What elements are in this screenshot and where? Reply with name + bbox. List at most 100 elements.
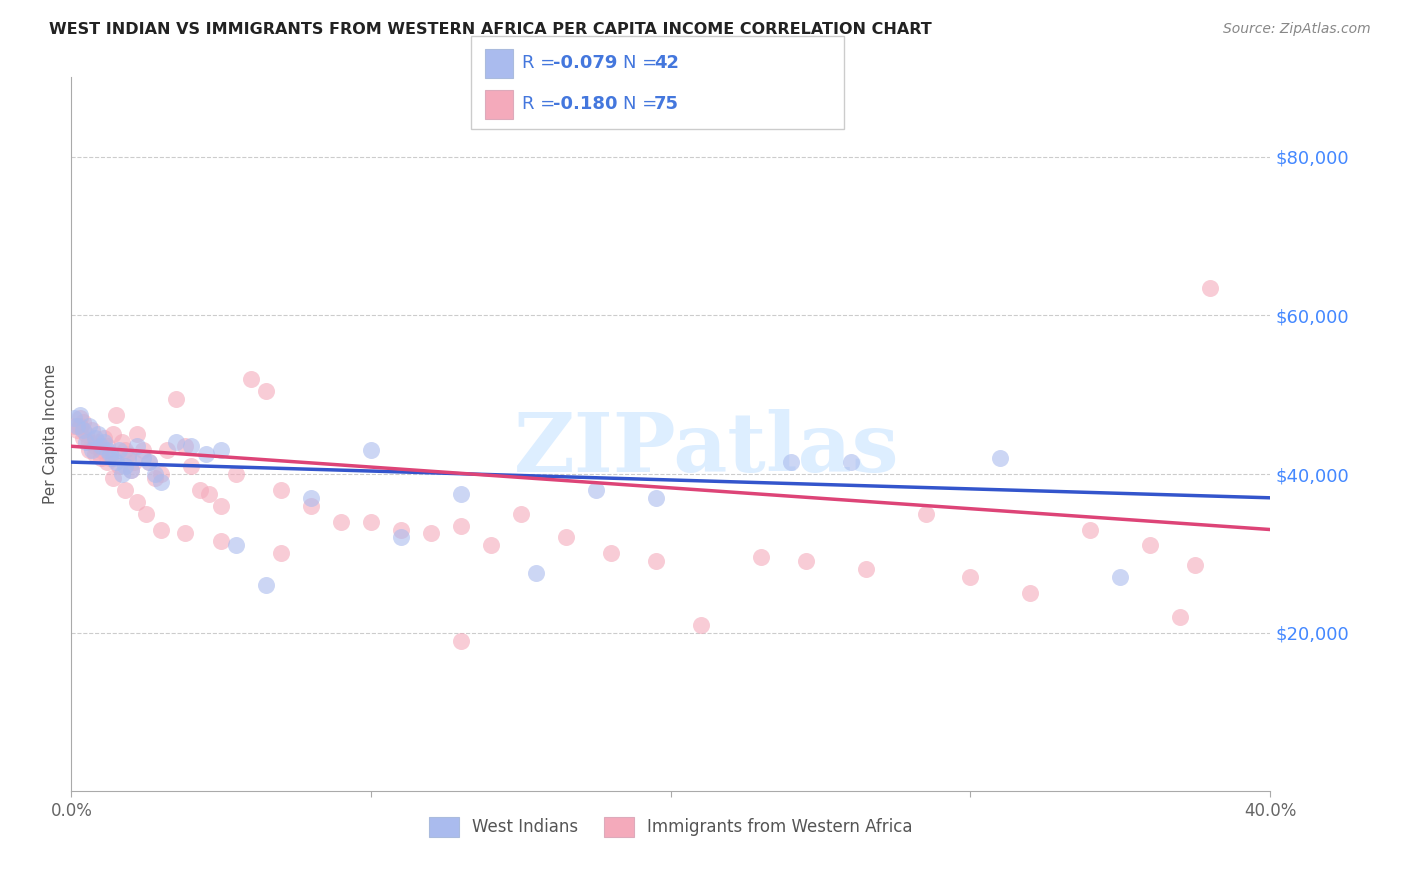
Point: [79, 435, 101, 450]
Point: [103, 471, 125, 485]
Point: [174, 439, 197, 453]
Point: [82, 424, 104, 438]
Point: [330, 515, 353, 529]
Point: [111, 467, 134, 481]
Text: R =: R =: [522, 95, 561, 113]
Point: [63, 411, 86, 425]
Text: WEST INDIAN VS IMMIGRANTS FROM WESTERN AFRICA PER CAPITA INCOME CORRELATION CHAR: WEST INDIAN VS IMMIGRANTS FROM WESTERN A…: [49, 22, 932, 37]
Point: [1139, 538, 1161, 552]
Point: [165, 392, 187, 406]
Point: [794, 554, 817, 568]
Point: [69, 408, 91, 422]
Point: [270, 546, 292, 560]
Point: [360, 515, 382, 529]
Point: [1184, 558, 1206, 573]
Point: [72, 424, 94, 438]
Text: 75: 75: [654, 95, 679, 113]
Point: [96, 443, 118, 458]
Point: [90, 439, 112, 453]
Point: [93, 435, 115, 450]
Point: [779, 455, 801, 469]
Point: [127, 495, 149, 509]
Point: [114, 459, 136, 474]
Y-axis label: Per Capita Income: Per Capita Income: [44, 364, 58, 504]
Point: [165, 435, 187, 450]
Point: [132, 451, 155, 466]
Point: [195, 447, 218, 461]
Point: [103, 451, 125, 466]
Point: [105, 408, 128, 422]
Point: [644, 554, 666, 568]
Point: [749, 550, 772, 565]
Point: [127, 439, 149, 453]
Point: [1109, 570, 1132, 584]
Point: [1199, 280, 1222, 294]
Text: N =: N =: [623, 95, 662, 113]
Point: [150, 475, 173, 489]
Point: [120, 463, 142, 477]
Point: [198, 487, 221, 501]
Point: [84, 439, 107, 453]
Point: [135, 507, 157, 521]
Text: N =: N =: [623, 54, 662, 72]
Point: [143, 467, 166, 481]
Point: [180, 439, 202, 453]
Point: [689, 617, 711, 632]
Text: 42: 42: [654, 54, 679, 72]
Point: [420, 526, 443, 541]
Point: [79, 419, 101, 434]
Text: -0.079: -0.079: [553, 54, 617, 72]
Point: [299, 499, 322, 513]
Point: [450, 633, 472, 648]
Point: [111, 435, 134, 450]
Point: [93, 431, 115, 445]
Point: [79, 443, 101, 458]
Point: [108, 443, 131, 458]
Point: [479, 538, 502, 552]
Point: [554, 531, 576, 545]
Point: [254, 578, 277, 592]
Point: [114, 443, 136, 458]
Point: [240, 372, 263, 386]
Point: [389, 523, 412, 537]
Point: [117, 447, 139, 461]
Point: [644, 491, 666, 505]
Point: [84, 447, 107, 461]
Point: [389, 531, 412, 545]
Point: [96, 439, 118, 453]
Point: [69, 419, 91, 434]
Text: -0.180: -0.180: [553, 95, 617, 113]
Point: [599, 546, 621, 560]
Point: [914, 507, 936, 521]
Point: [270, 483, 292, 497]
Point: [103, 427, 125, 442]
Point: [98, 447, 121, 461]
Point: [82, 443, 104, 458]
Text: ZIPatlas: ZIPatlas: [515, 409, 900, 489]
Point: [585, 483, 607, 497]
Point: [108, 459, 131, 474]
Point: [105, 455, 128, 469]
Point: [524, 566, 547, 581]
Point: [1168, 609, 1191, 624]
Point: [69, 411, 91, 425]
Point: [122, 455, 145, 469]
Point: [66, 419, 89, 434]
Point: [180, 459, 202, 474]
Point: [84, 431, 107, 445]
Point: [138, 455, 160, 469]
Point: [299, 491, 322, 505]
Point: [254, 384, 277, 398]
Point: [990, 451, 1012, 466]
Point: [450, 518, 472, 533]
Point: [509, 507, 531, 521]
Point: [117, 451, 139, 466]
Point: [132, 443, 155, 458]
Point: [839, 455, 862, 469]
Point: [225, 538, 247, 552]
Legend: West Indians, Immigrants from Western Africa: West Indians, Immigrants from Western Af…: [422, 810, 920, 844]
Point: [75, 427, 97, 442]
Point: [1019, 586, 1042, 600]
Point: [98, 451, 121, 466]
Point: [120, 463, 142, 477]
